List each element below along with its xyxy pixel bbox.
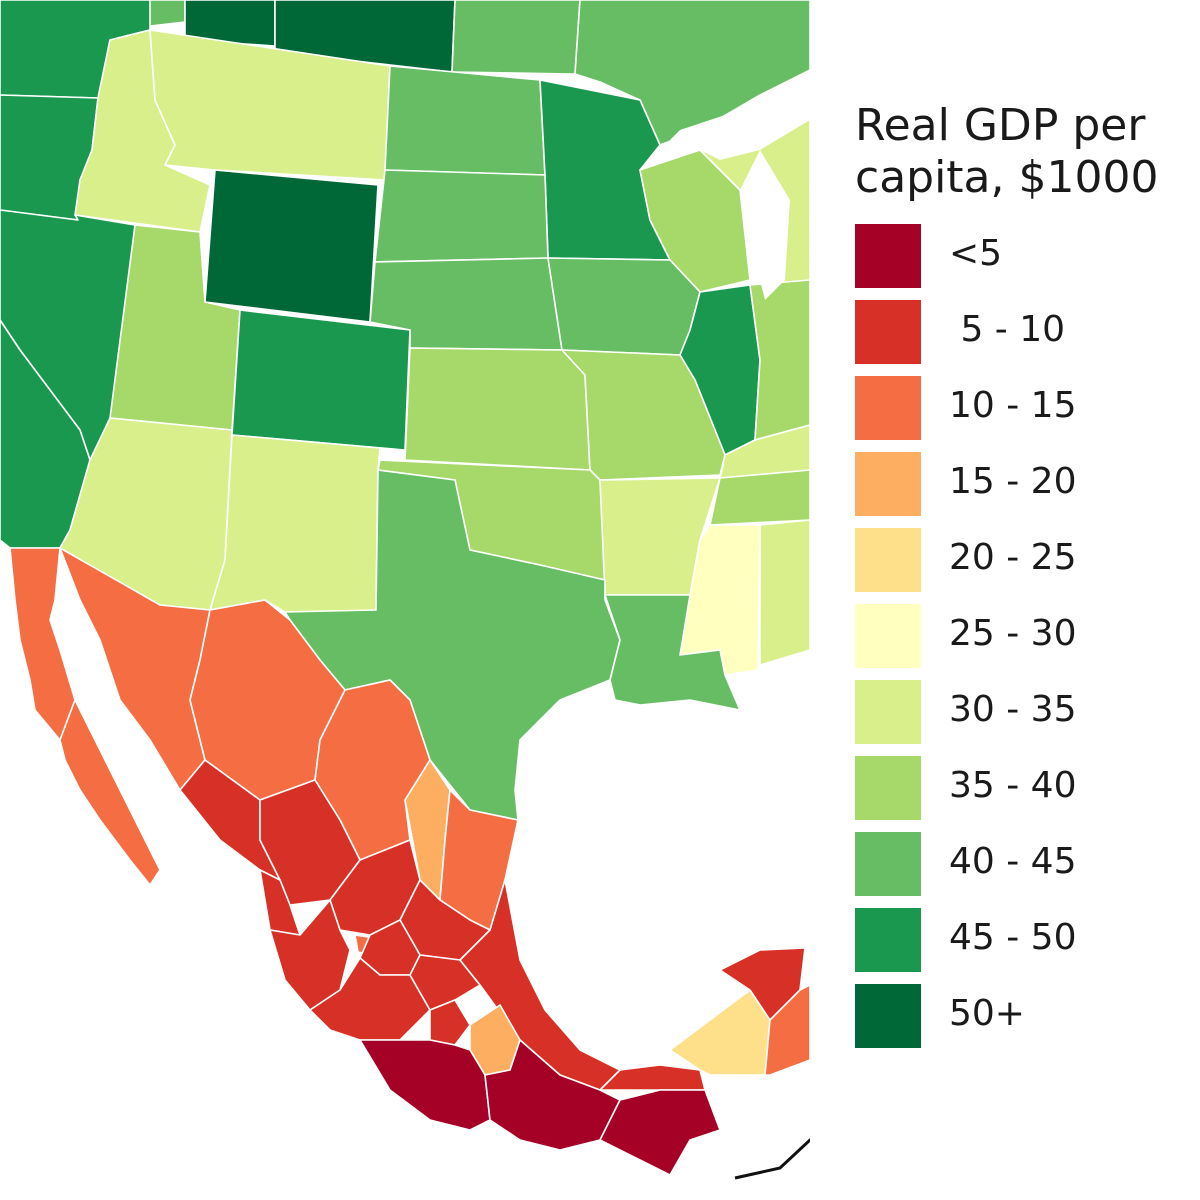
lake-michigan xyxy=(740,150,790,300)
legend-swatch xyxy=(855,984,921,1048)
map-legend: Real GDP per capita, $1000 <5 5 - 10 10 -… xyxy=(853,100,1200,1060)
legend-swatch xyxy=(855,528,921,592)
legend-item: 25 - 30 xyxy=(853,604,1200,680)
legend-item: 20 - 25 xyxy=(853,528,1200,604)
legend-swatch xyxy=(855,680,921,744)
legend-item: 10 - 15 xyxy=(853,376,1200,452)
region-baja-california-sur xyxy=(59,699,161,886)
region-chiapas xyxy=(599,1089,721,1176)
region-south-dakota xyxy=(374,169,549,263)
legend-item: 35 - 40 xyxy=(853,756,1200,832)
legend-label: 35 - 40 xyxy=(949,765,1077,806)
region-wyoming xyxy=(204,169,379,323)
legend-label: 5 - 10 xyxy=(949,309,1066,350)
region-quintana-roo xyxy=(764,984,810,1076)
legend-swatch xyxy=(855,604,921,668)
legend-label: 30 - 35 xyxy=(949,689,1077,730)
map-canvas xyxy=(0,0,810,1180)
legend-label: 15 - 20 xyxy=(949,461,1077,502)
legend-item: 5 - 10 xyxy=(853,300,1200,376)
region-guerrero xyxy=(359,1039,491,1131)
legend-swatch xyxy=(855,832,921,896)
region-mexico-state xyxy=(429,999,471,1046)
legend-item: 50+ xyxy=(853,984,1200,1060)
region-campeche xyxy=(669,989,771,1076)
legend-item: 15 - 20 xyxy=(853,452,1200,528)
region-manitoba xyxy=(451,0,581,75)
legend-label: 45 - 50 xyxy=(949,917,1077,958)
legend-swatch xyxy=(855,756,921,820)
legend-swatch xyxy=(855,300,921,364)
gulf-of-california xyxy=(60,570,150,760)
region-colorado xyxy=(231,309,411,451)
choropleth-map xyxy=(0,0,810,1180)
legend-label: 10 - 15 xyxy=(949,385,1077,426)
region-nayarit xyxy=(259,869,301,936)
region-michoacan xyxy=(309,957,431,1041)
legend-swatch xyxy=(855,224,921,288)
lake-superior xyxy=(640,100,810,170)
region-north-dakota xyxy=(384,65,546,176)
legend-label: 50+ xyxy=(949,993,1025,1034)
legend-item: 30 - 35 xyxy=(853,680,1200,756)
legend-label: <5 xyxy=(949,233,1003,274)
region-jalisco xyxy=(269,899,351,1011)
region-iowa xyxy=(547,257,701,356)
region-tennessee xyxy=(709,469,810,526)
region-baja-california xyxy=(9,547,76,741)
legend-swatch xyxy=(855,376,921,440)
legend-label: 40 - 45 xyxy=(949,841,1077,882)
legend-item: <5 xyxy=(853,224,1200,300)
legend-swatch xyxy=(855,452,921,516)
region-louisiana xyxy=(604,594,741,711)
legend-swatch xyxy=(855,908,921,972)
legend-item: 45 - 50 xyxy=(853,908,1200,984)
region-kansas xyxy=(404,347,591,471)
legend-rows: <5 5 - 10 10 - 15 15 - 20 20 - 25 25 - 30 30 … xyxy=(853,224,1200,1060)
region-alabama xyxy=(759,519,810,666)
region-new-mexico xyxy=(209,434,381,613)
legend-title: Real GDP per capita, $1000 xyxy=(855,100,1159,203)
region-missouri xyxy=(561,349,726,481)
region-kentucky xyxy=(719,424,810,481)
legend-item: 40 - 45 xyxy=(853,832,1200,908)
legend-label: 25 - 30 xyxy=(949,613,1077,654)
guatemala-outline xyxy=(734,1138,810,1180)
legend-label: 20 - 25 xyxy=(949,537,1077,578)
